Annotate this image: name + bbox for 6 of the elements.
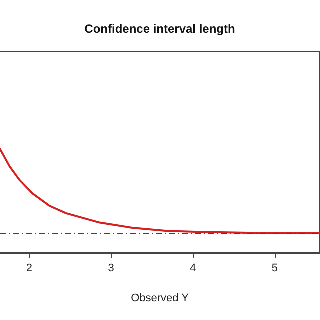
x-tick-label: 4 — [190, 262, 196, 274]
chart-title: Confidence interval length — [84, 22, 236, 36]
x-tick-label: 3 — [108, 262, 114, 274]
x-tick-label: 5 — [272, 262, 278, 274]
x-axis-title: Observed Y — [131, 292, 190, 304]
x-tick-label: 2 — [26, 262, 33, 274]
